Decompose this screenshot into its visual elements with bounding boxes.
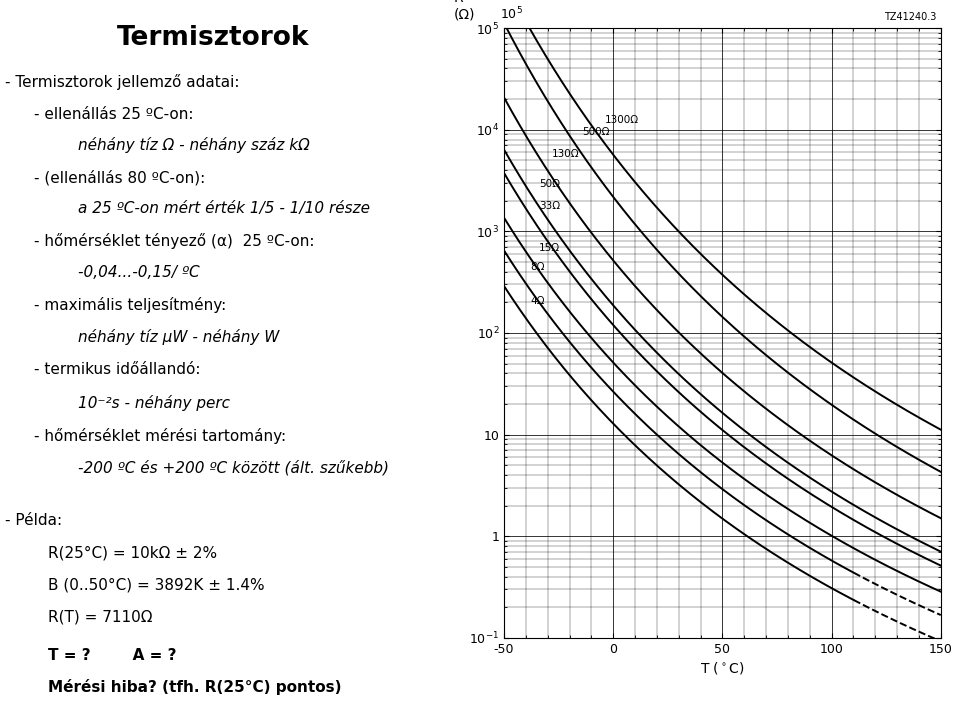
Text: TZ41240.3: TZ41240.3 bbox=[884, 12, 936, 22]
Text: R
(Ω): R (Ω) bbox=[454, 0, 475, 22]
Text: 500Ω: 500Ω bbox=[583, 127, 611, 137]
Text: 8Ω: 8Ω bbox=[530, 262, 544, 272]
Text: a 25 ºC-on mért érték 1/5 - 1/10 része: a 25 ºC-on mért érték 1/5 - 1/10 része bbox=[78, 201, 370, 216]
Text: - Termisztorok jellemző adatai:: - Termisztorok jellemző adatai: bbox=[5, 74, 239, 90]
Text: 130Ω: 130Ω bbox=[552, 149, 580, 159]
Text: 15Ω: 15Ω bbox=[539, 243, 560, 253]
Text: néhány tíz μW - néhány W: néhány tíz μW - néhány W bbox=[78, 329, 279, 346]
Text: Mérési hiba? (tfh. R(25°C) pontos): Mérési hiba? (tfh. R(25°C) pontos) bbox=[48, 679, 342, 695]
Text: Termisztorok: Termisztorok bbox=[117, 25, 309, 50]
Text: T = ?        A = ?: T = ? A = ? bbox=[48, 648, 177, 663]
Text: - hőmérséklet mérési tartomány:: - hőmérséklet mérési tartomány: bbox=[34, 428, 286, 444]
Text: 50Ω: 50Ω bbox=[539, 179, 560, 189]
Text: R(25°C) = 10kΩ ± 2%: R(25°C) = 10kΩ ± 2% bbox=[48, 545, 218, 560]
Text: - maximális teljesítmény:: - maximális teljesítmény: bbox=[34, 297, 227, 313]
Text: - Példa:: - Példa: bbox=[5, 513, 62, 528]
Text: B (0..50°C) = 3892K ± 1.4%: B (0..50°C) = 3892K ± 1.4% bbox=[48, 578, 265, 592]
Text: -200 ºC és +200 ºC között (ált. szűkebb): -200 ºC és +200 ºC között (ált. szűkebb) bbox=[78, 460, 389, 475]
Text: - (ellenállás 80 ºC-on):: - (ellenállás 80 ºC-on): bbox=[34, 170, 205, 185]
Text: 1300Ω: 1300Ω bbox=[605, 115, 638, 125]
Text: 10⁻²s - néhány perc: 10⁻²s - néhány perc bbox=[78, 395, 229, 411]
Text: 4Ω: 4Ω bbox=[530, 297, 544, 306]
Text: néhány tíz Ω - néhány száz kΩ: néhány tíz Ω - néhány száz kΩ bbox=[78, 137, 309, 153]
Text: - ellenállás 25 ºC-on:: - ellenállás 25 ºC-on: bbox=[34, 107, 193, 121]
Text: - termikus időállandó:: - termikus időállandó: bbox=[34, 362, 201, 377]
Text: $10^5$: $10^5$ bbox=[499, 6, 522, 22]
X-axis label: T ($^\circ$C): T ($^\circ$C) bbox=[700, 660, 745, 676]
Text: - hőmérséklet tényező (α)  25 ºC-on:: - hőmérséklet tényező (α) 25 ºC-on: bbox=[34, 233, 315, 250]
Text: R(T) = 7110Ω: R(T) = 7110Ω bbox=[48, 610, 153, 625]
Text: -0,04...-0,15/ ºC: -0,04...-0,15/ ºC bbox=[78, 265, 199, 280]
Text: 33Ω: 33Ω bbox=[539, 200, 560, 210]
